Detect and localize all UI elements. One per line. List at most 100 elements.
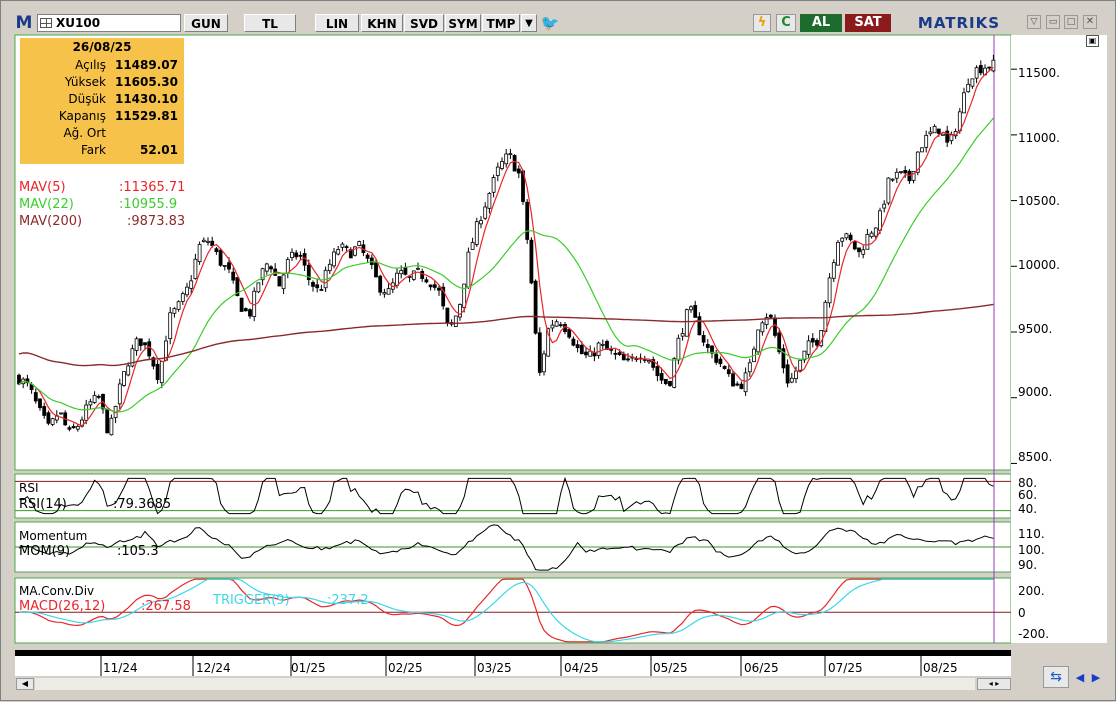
candle-body xyxy=(50,418,55,425)
candle-body xyxy=(605,341,609,350)
scale-button[interactable]: LIN xyxy=(315,14,359,32)
horizontal-scrollbar[interactable] xyxy=(35,678,975,690)
candle-body xyxy=(924,134,929,148)
candle-body xyxy=(508,153,513,156)
macd-panel xyxy=(14,577,1012,644)
candle-body xyxy=(945,130,950,143)
info-value: 11430.10 xyxy=(114,92,178,106)
rsi-tick: 80. xyxy=(1018,476,1038,490)
sym-button[interactable]: SYM xyxy=(445,14,481,32)
candle-body xyxy=(197,244,202,263)
sync-icon[interactable]: ⇆ xyxy=(1043,666,1069,688)
maximize-icon[interactable]: □ xyxy=(1064,15,1078,29)
candle-body xyxy=(290,251,294,259)
next-arrow-icon[interactable]: ▶ xyxy=(1091,671,1101,684)
mav22-legend: MAV(22) xyxy=(19,197,74,212)
candle-body xyxy=(777,332,782,353)
candle-body xyxy=(878,210,882,231)
flash-icon[interactable]: ϟ xyxy=(753,14,771,32)
info-row-wavg: Ağ. Ort xyxy=(20,126,184,143)
info-row-close: Kapanış 11529.81 xyxy=(20,109,184,126)
momentum-label: MOM(9) xyxy=(19,544,71,559)
macd-tick: 200. xyxy=(1018,584,1045,598)
svd-button[interactable]: SVD xyxy=(404,14,444,32)
candle-body xyxy=(185,286,189,296)
candle-body xyxy=(420,271,425,279)
x-tick-label: 03/25 xyxy=(477,661,512,675)
candle-body xyxy=(542,353,546,373)
candle-body xyxy=(907,170,912,182)
candle-body xyxy=(714,353,719,363)
currency-button[interactable]: TL xyxy=(244,14,296,32)
candle-body xyxy=(663,378,668,385)
minimize-icon[interactable]: ▽ xyxy=(1027,15,1041,29)
candle-body xyxy=(722,365,727,369)
panel-maximize-icon[interactable]: ▣ xyxy=(1086,35,1099,47)
symbol-field[interactable]: XU100 xyxy=(37,14,181,32)
candle-body xyxy=(697,316,702,336)
candle-body xyxy=(395,272,399,286)
khn-button[interactable]: KHN xyxy=(361,14,403,32)
candle-body xyxy=(336,249,341,255)
candle-body xyxy=(840,237,845,242)
candle-body xyxy=(222,265,227,267)
candle-body xyxy=(991,59,996,72)
candle-body xyxy=(172,308,177,314)
x-tick-label: 02/25 xyxy=(388,661,423,675)
refresh-icon[interactable]: C xyxy=(776,14,796,32)
candle-body xyxy=(890,178,895,181)
candle-body xyxy=(873,227,878,237)
mav22-line xyxy=(18,117,994,413)
candle-body xyxy=(857,247,861,253)
candle-body xyxy=(617,352,622,355)
candle-body xyxy=(684,309,689,337)
prev-arrow-icon[interactable]: ◀ xyxy=(1075,671,1085,684)
buy-button[interactable]: AL xyxy=(800,14,842,32)
candle-body xyxy=(75,425,80,430)
price-tick: 10500. xyxy=(1018,194,1060,208)
candle-body xyxy=(739,383,744,389)
candle-body xyxy=(735,383,740,386)
dropdown-arrow-icon[interactable]: ▼ xyxy=(521,14,537,32)
candle-body xyxy=(726,369,731,375)
price-tick: 9500. xyxy=(1018,322,1053,336)
candle-body xyxy=(382,292,387,295)
candle-body xyxy=(588,350,593,357)
restore-icon[interactable]: ▭ xyxy=(1046,15,1060,29)
info-label: Ağ. Ort xyxy=(63,126,106,140)
macd-value: :267.58 xyxy=(141,599,191,614)
candle-body xyxy=(596,342,601,356)
candle-body xyxy=(147,341,152,357)
candle-body xyxy=(474,221,479,245)
sell-button[interactable]: SAT xyxy=(845,14,891,32)
candle-body xyxy=(794,370,798,380)
candle-body xyxy=(815,340,819,346)
candle-body xyxy=(680,333,685,337)
candle-body xyxy=(705,344,710,348)
scroll-right-arrows[interactable]: ◂ ▸ xyxy=(977,678,1011,690)
candle-body xyxy=(974,67,979,79)
candle-body xyxy=(353,246,357,256)
candle-body xyxy=(579,344,584,355)
close-icon[interactable]: ✕ xyxy=(1083,15,1097,29)
candle-body xyxy=(437,287,441,291)
candle-body xyxy=(189,280,194,289)
candle-body xyxy=(827,277,832,304)
twitter-icon[interactable]: 🐦 xyxy=(540,14,560,32)
candle-body xyxy=(659,373,664,381)
candle-body xyxy=(491,177,496,193)
candle-body xyxy=(747,362,752,373)
grid-icon xyxy=(40,18,52,28)
candle-body xyxy=(584,351,588,356)
candle-body xyxy=(785,364,790,384)
scroll-left-arrow[interactable]: ◀ xyxy=(16,678,34,690)
info-row-diff: Fark 52.01 xyxy=(20,143,184,160)
candle-body xyxy=(516,168,521,174)
candle-body xyxy=(865,234,870,250)
info-value: 52.01 xyxy=(140,143,178,157)
tmp-button[interactable]: TMP xyxy=(482,14,520,32)
period-button[interactable]: GUN xyxy=(184,14,228,32)
candle-body xyxy=(781,348,786,369)
info-label: Kapanış xyxy=(58,109,106,123)
